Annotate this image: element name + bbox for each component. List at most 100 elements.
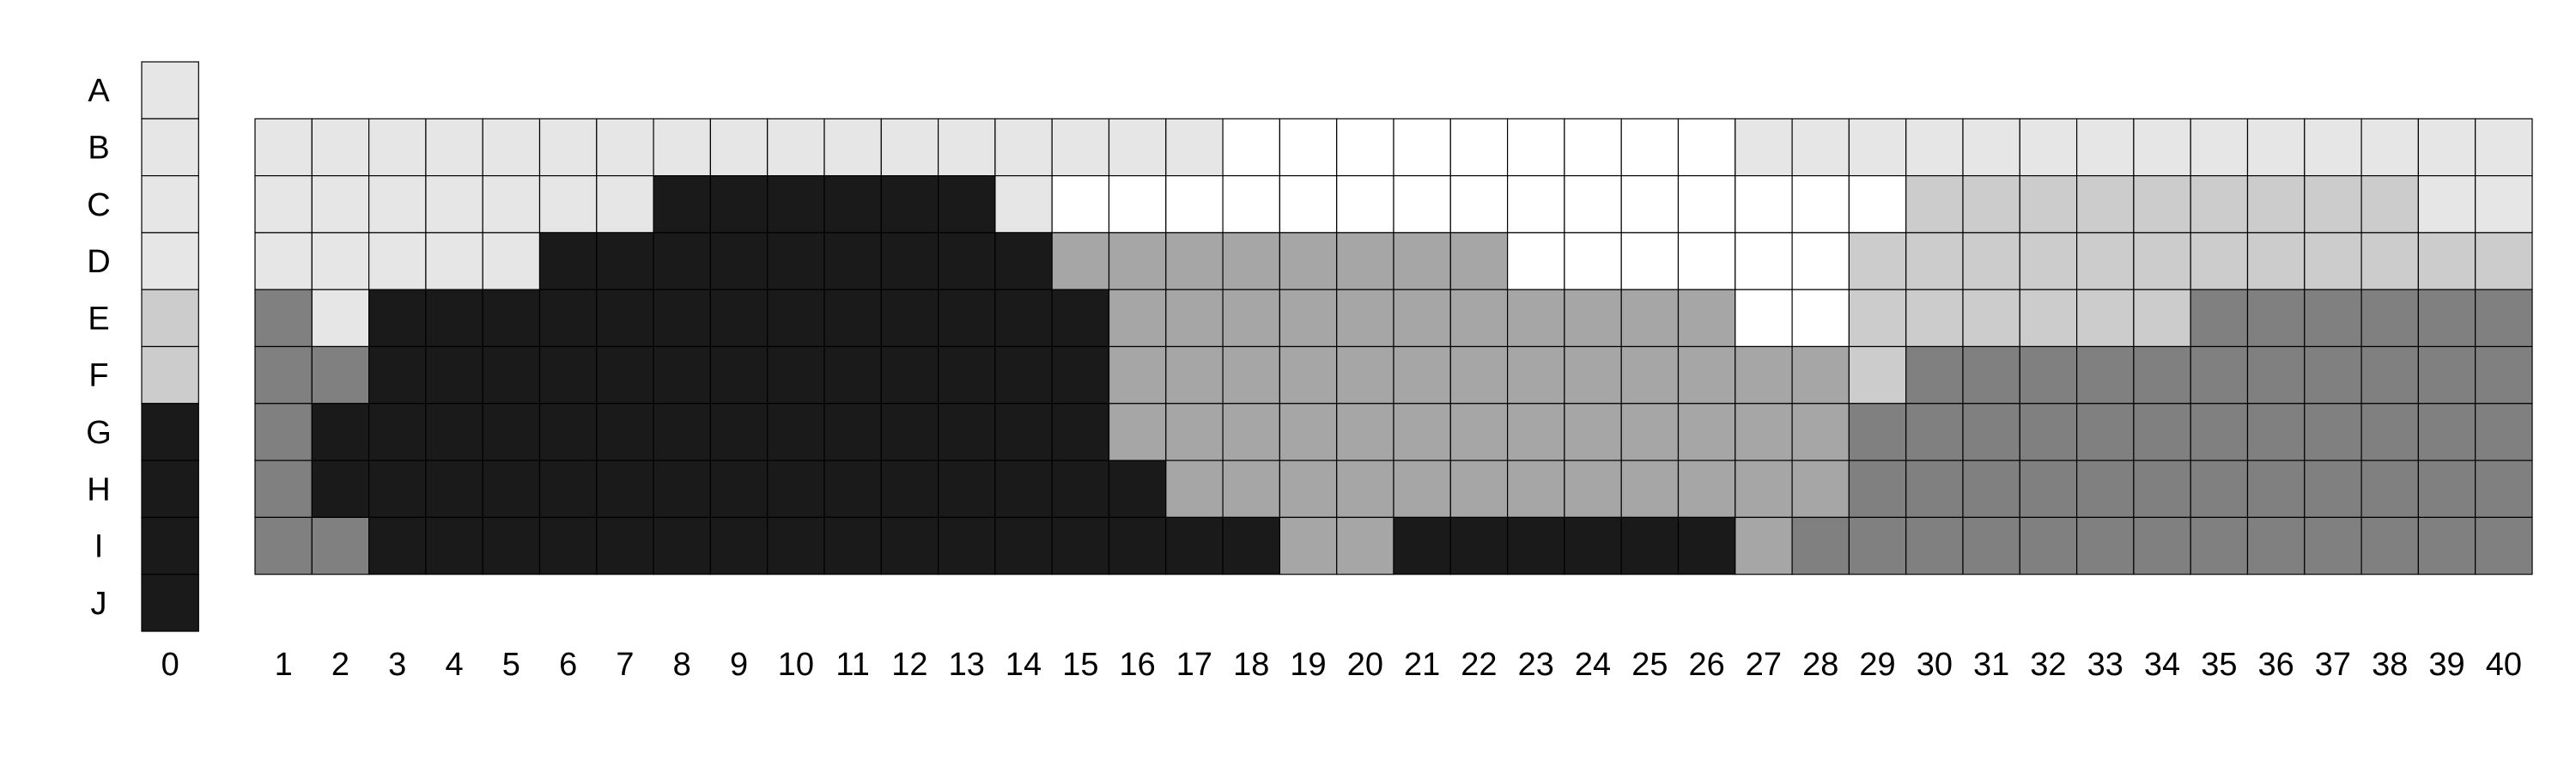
column-label-23: 23 <box>1518 647 1554 683</box>
cell-f-4 <box>425 345 483 405</box>
cell-c-11 <box>823 175 882 234</box>
cell-g-12 <box>880 403 939 461</box>
cell-h-31 <box>1962 460 2020 518</box>
cell-e-6 <box>538 289 598 348</box>
cell-e-20 <box>1336 289 1394 348</box>
column-label-28: 28 <box>1802 647 1838 683</box>
cell-h-26 <box>1677 460 1736 518</box>
cell-i-15 <box>1051 516 1110 575</box>
cell-h-21 <box>1393 460 1451 518</box>
cell-d-17 <box>1165 232 1224 290</box>
cell-f-24 <box>1564 345 1622 405</box>
cell-c-21 <box>1393 175 1451 234</box>
cell-i-12 <box>880 516 939 575</box>
cell-h-40 <box>2475 460 2533 518</box>
cell-g-26 <box>1677 403 1736 461</box>
cell-i-16 <box>1108 516 1167 575</box>
cell-b-0 <box>141 118 199 177</box>
cell-i-0 <box>141 516 199 575</box>
cell-c-8 <box>653 175 711 234</box>
cell-d-7 <box>596 232 654 290</box>
column-label-19: 19 <box>1290 647 1326 683</box>
cell-f-23 <box>1506 345 1565 405</box>
cell-d-19 <box>1279 232 1338 290</box>
cell-h-14 <box>994 460 1053 518</box>
row-label-a: A <box>88 73 110 109</box>
column-label-30: 30 <box>1917 647 1953 683</box>
cell-f-35 <box>2190 345 2249 405</box>
cell-g-29 <box>1848 403 1907 461</box>
cell-g-23 <box>1506 403 1565 461</box>
cell-b-14 <box>994 118 1053 177</box>
cell-c-0 <box>141 175 199 234</box>
cell-e-23 <box>1506 289 1565 348</box>
cell-b-9 <box>709 118 769 177</box>
cell-f-26 <box>1677 345 1736 405</box>
cell-c-9 <box>709 175 769 234</box>
cell-c-33 <box>2076 175 2135 234</box>
cell-c-5 <box>482 175 541 234</box>
cell-i-25 <box>1620 516 1680 575</box>
cell-b-2 <box>311 118 370 177</box>
cell-h-35 <box>2190 460 2249 518</box>
cell-h-7 <box>596 460 654 518</box>
cell-i-6 <box>538 516 598 575</box>
cell-b-35 <box>2190 118 2249 177</box>
cell-b-37 <box>2304 118 2362 177</box>
cell-h-28 <box>1791 460 1850 518</box>
cell-d-25 <box>1620 232 1680 290</box>
cell-b-31 <box>1962 118 2020 177</box>
cell-g-0 <box>141 403 199 461</box>
cell-d-11 <box>823 232 882 290</box>
cell-e-24 <box>1564 289 1622 348</box>
cell-f-34 <box>2133 345 2191 405</box>
cell-d-39 <box>2417 232 2476 290</box>
cell-b-40 <box>2475 118 2533 177</box>
cell-c-2 <box>311 175 370 234</box>
cell-b-7 <box>596 118 654 177</box>
cell-h-8 <box>653 460 711 518</box>
cell-e-10 <box>767 289 825 348</box>
cell-d-33 <box>2076 232 2135 290</box>
cell-e-8 <box>653 289 711 348</box>
cell-e-29 <box>1848 289 1907 348</box>
column-label-18: 18 <box>1233 647 1269 683</box>
cell-f-27 <box>1735 345 1793 405</box>
cell-f-31 <box>1962 345 2020 405</box>
cell-g-40 <box>2475 403 2533 461</box>
row-label-g: G <box>86 415 112 451</box>
column-label-27: 27 <box>1746 647 1782 683</box>
cell-i-39 <box>2417 516 2476 575</box>
column-label-10: 10 <box>778 647 814 683</box>
cell-h-32 <box>2019 460 2078 518</box>
column-label-25: 25 <box>1631 647 1668 683</box>
cell-d-40 <box>2475 232 2533 290</box>
cell-i-34 <box>2133 516 2191 575</box>
cell-f-18 <box>1222 345 1280 405</box>
cell-d-12 <box>880 232 939 290</box>
cell-g-8 <box>653 403 711 461</box>
cell-e-31 <box>1962 289 2020 348</box>
cell-b-38 <box>2360 118 2420 177</box>
cell-c-31 <box>1962 175 2020 234</box>
cell-d-4 <box>425 232 483 290</box>
cell-b-32 <box>2019 118 2078 177</box>
cell-e-14 <box>994 289 1053 348</box>
cell-d-28 <box>1791 232 1850 290</box>
row-label-f: F <box>88 358 108 394</box>
cell-h-19 <box>1279 460 1338 518</box>
cell-d-24 <box>1564 232 1622 290</box>
cell-i-32 <box>2019 516 2078 575</box>
column-label-0: 0 <box>161 647 179 683</box>
cell-g-28 <box>1791 403 1850 461</box>
cell-f-40 <box>2475 345 2533 405</box>
cell-e-1 <box>254 289 313 348</box>
row-label-c: C <box>87 187 110 223</box>
cell-e-3 <box>368 289 427 348</box>
cell-b-17 <box>1165 118 1224 177</box>
cell-f-9 <box>709 345 769 405</box>
cell-d-32 <box>2019 232 2078 290</box>
cell-b-8 <box>653 118 711 177</box>
cell-f-2 <box>311 345 370 405</box>
cell-h-12 <box>880 460 939 518</box>
